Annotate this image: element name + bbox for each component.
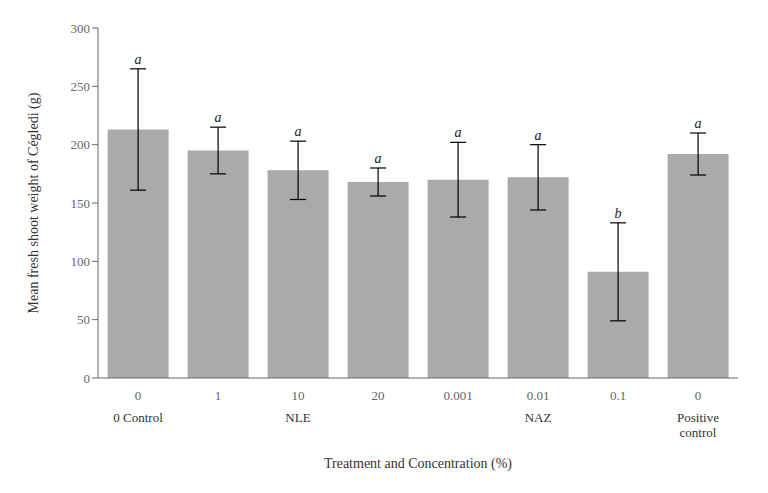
svg-text:200: 200: [71, 137, 91, 152]
svg-text:150: 150: [71, 196, 91, 211]
svg-text:Positive: Positive: [677, 410, 719, 425]
svg-text:100: 100: [71, 254, 91, 269]
svg-text:NLE: NLE: [285, 410, 310, 425]
svg-text:0: 0: [135, 388, 142, 403]
svg-text:a: a: [215, 110, 222, 125]
svg-text:a: a: [295, 124, 302, 139]
svg-text:a: a: [375, 151, 382, 166]
svg-text:a: a: [695, 116, 702, 131]
svg-text:NAZ: NAZ: [525, 410, 552, 425]
svg-text:20: 20: [372, 388, 385, 403]
svg-text:Treatment and Concentration (%: Treatment and Concentration (%): [324, 456, 512, 472]
svg-text:0: 0: [695, 388, 702, 403]
svg-text:Mean fresh shoot weight of Cég: Mean fresh shoot weight of Cégledi (g): [26, 92, 42, 313]
svg-text:0.01: 0.01: [527, 388, 550, 403]
svg-text:250: 250: [71, 79, 91, 94]
svg-text:b: b: [615, 206, 622, 221]
svg-text:a: a: [455, 125, 462, 140]
svg-text:0.001: 0.001: [443, 388, 472, 403]
svg-text:control: control: [680, 425, 717, 440]
svg-text:0 Control: 0 Control: [113, 410, 163, 425]
svg-text:50: 50: [77, 312, 90, 327]
svg-text:10: 10: [292, 388, 305, 403]
svg-text:300: 300: [71, 21, 91, 36]
svg-text:a: a: [135, 52, 142, 67]
svg-text:a: a: [535, 128, 542, 143]
svg-text:1: 1: [215, 388, 222, 403]
svg-text:0: 0: [84, 371, 91, 386]
svg-text:0.1: 0.1: [610, 388, 626, 403]
